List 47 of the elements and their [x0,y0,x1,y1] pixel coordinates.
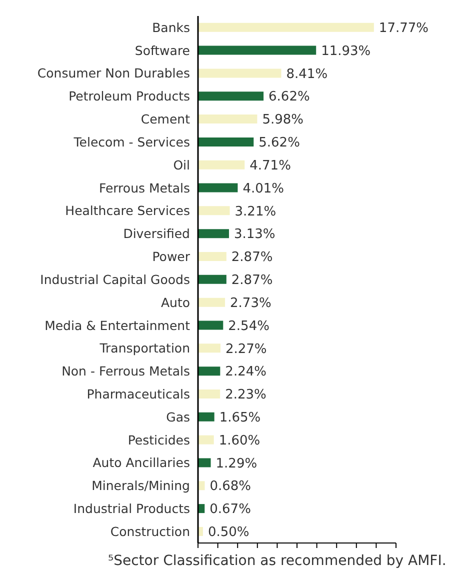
y-tick-label: Pharmaceuticals [86,386,190,402]
data-label: 1.29% [216,456,258,472]
y-tick-label: Industrial Capital Goods [40,272,190,287]
data-label: 1.65% [219,410,261,426]
data-label: 0.50% [208,525,250,540]
y-tick-label: Diversified [123,226,190,242]
data-label: 0.67% [210,502,251,518]
y-tick-label: Minerals/Mining [92,478,190,494]
data-label: 17.77% [378,20,428,36]
y-tick-label: Cement [140,112,190,127]
data-label: 4.01% [242,181,284,196]
y-tick-label: Ferrous Metals [98,180,190,196]
data-label: 2.23% [225,388,266,403]
y-tick-label: Gas [166,409,190,424]
y-tick-label: Healthcare Services [65,203,190,218]
data-label: 8.41% [286,66,328,82]
y-tick-label: Non - Ferrous Metals [62,364,190,379]
data-label: 11.93% [321,44,371,59]
data-label: 4.71% [250,158,291,174]
y-tick-label: Auto [160,294,190,310]
y-tick-label: Software [134,42,190,58]
y-tick-label: Construction [110,524,190,539]
y-tick-label: Media & Entertainment [44,318,190,333]
y-tick-label: Pesticides [128,432,190,448]
data-label: 2.87% [231,250,273,266]
data-label: 3.13% [234,227,276,242]
y-tick-label: Banks [152,20,190,35]
data-label: 2.73% [230,296,272,311]
text: ⁵Sector Classification as recommended by AMFI. [107,553,448,569]
data-label: 2.87% [231,273,273,288]
y-tick-label: Transportation [98,340,190,356]
y-tick-label: Petroleum Products [68,88,190,104]
data-label: 1.60% [218,433,260,448]
data-label: 3.21% [234,204,276,220]
data-label: 5.62% [258,136,300,151]
y-tick-label: Telecom - Services [72,134,190,150]
y-tick-label: Industrial Products [73,501,190,516]
data-label: 2.54% [228,318,270,334]
data-label: 2.24% [225,364,266,380]
y-tick-label: Consumer Non Durables [37,66,190,81]
data-label: 2.27% [225,342,267,357]
y-tick-label: Power [152,249,191,264]
y-tick-label: Auto Ancillaries [92,455,190,470]
y-tick-label: Oil [173,157,190,172]
data-label: 5.98% [262,112,304,128]
data-label: 6.62% [268,90,310,105]
data-label: 0.68% [210,479,252,494]
